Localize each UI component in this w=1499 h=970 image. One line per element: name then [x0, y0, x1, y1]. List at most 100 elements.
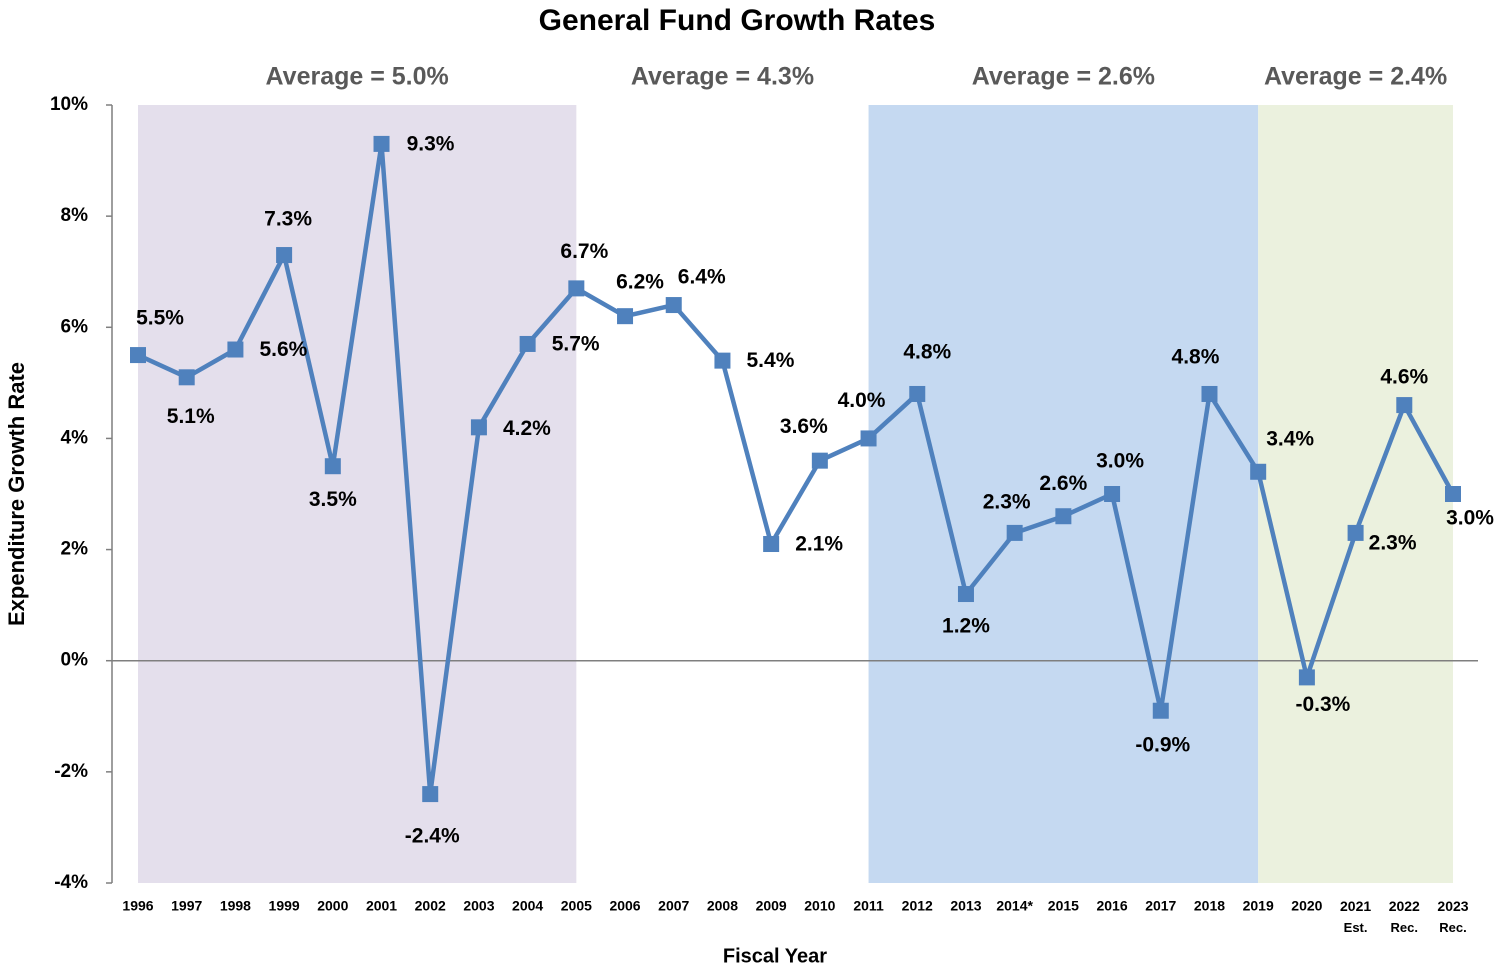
- chart-title: General Fund Growth Rates: [539, 4, 936, 37]
- data-point: [1347, 524, 1364, 541]
- data-point: [860, 430, 877, 447]
- y-axis-title: Expenditure Growth Rate: [4, 362, 29, 626]
- x-tick-label: 2006: [609, 898, 640, 914]
- data-label: 9.3%: [407, 132, 455, 155]
- data-point: [470, 419, 487, 436]
- data-point: [909, 385, 926, 402]
- x-tick-label: 2013: [950, 898, 981, 914]
- y-tick-label: -4%: [54, 872, 88, 893]
- data-label: 2.3%: [1369, 531, 1417, 554]
- data-label: 6.2%: [616, 271, 664, 294]
- data-label: -2.4%: [405, 825, 460, 848]
- x-tick-label: 2008: [707, 898, 738, 914]
- data-label: 6.7%: [560, 240, 608, 263]
- y-tick-label: 8%: [61, 205, 89, 226]
- y-tick-label: -2%: [54, 761, 88, 782]
- x-tick-label: 2009: [756, 898, 787, 914]
- region-label: Average = 2.4%: [1264, 63, 1447, 91]
- data-point: [422, 786, 439, 803]
- x-tick-label: 2010: [804, 898, 835, 914]
- x-tick-label: 2020: [1291, 898, 1322, 914]
- x-tick-label: 2003: [463, 898, 494, 914]
- x-tick-label: 2005: [561, 898, 592, 914]
- region-label: Average = 2.6%: [972, 63, 1155, 91]
- data-label: 4.2%: [503, 417, 551, 440]
- x-tick-label: 2012: [902, 898, 933, 914]
- x-tick-label: 2023 Rec.: [1437, 898, 1468, 936]
- data-label: 5.7%: [552, 333, 600, 356]
- x-tick-label: 2014*: [996, 898, 1033, 914]
- region-label: Average = 4.3%: [631, 63, 814, 91]
- data-point: [568, 280, 585, 297]
- x-tick-label: 2002: [415, 898, 446, 914]
- series-line: [137, 141, 1455, 797]
- data-label: 4.0%: [838, 389, 886, 412]
- data-label: 3.0%: [1446, 507, 1494, 530]
- data-label: 7.3%: [264, 208, 312, 231]
- data-point: [1396, 397, 1413, 414]
- x-tick-label: 2011: [853, 898, 884, 914]
- x-axis-title: Fiscal Year: [723, 945, 827, 967]
- x-tick-label: 2004: [512, 898, 543, 914]
- data-label: 4.6%: [1380, 366, 1428, 389]
- data-point: [178, 369, 195, 386]
- data-point: [1152, 702, 1169, 719]
- data-point: [227, 341, 244, 358]
- average-region: [1258, 105, 1453, 883]
- data-label: 2.1%: [795, 533, 843, 556]
- data-label: 5.1%: [167, 405, 215, 428]
- y-tick-label: 0%: [61, 650, 89, 671]
- y-tick-label: 4%: [61, 427, 89, 448]
- data-point: [1298, 669, 1315, 686]
- x-tick-label: 1996: [122, 898, 153, 914]
- x-tick-label: 1997: [171, 898, 202, 914]
- data-point: [1201, 385, 1218, 402]
- x-tick-label: 2007: [658, 898, 689, 914]
- x-tick-label: 1998: [220, 898, 251, 914]
- data-label: 2.3%: [983, 490, 1031, 513]
- region-label: Average = 5.0%: [266, 63, 449, 91]
- data-point: [763, 536, 780, 553]
- data-label: 5.4%: [747, 349, 795, 372]
- data-label: 3.6%: [780, 415, 828, 438]
- data-label: -0.3%: [1295, 693, 1350, 716]
- data-point: [714, 352, 731, 369]
- data-label: 5.6%: [259, 338, 307, 361]
- data-label: 3.0%: [1096, 450, 1144, 473]
- data-label: 4.8%: [1172, 346, 1220, 369]
- y-tick-label: 6%: [61, 316, 89, 337]
- data-label: 1.2%: [942, 615, 990, 638]
- data-label: -0.9%: [1135, 733, 1190, 756]
- data-point: [1006, 524, 1023, 541]
- data-point: [811, 452, 828, 469]
- x-tick-label: 2019: [1243, 898, 1274, 914]
- data-point: [957, 586, 974, 603]
- x-tick-label: 2001: [366, 898, 397, 914]
- data-point: [1250, 463, 1267, 480]
- data-point: [276, 247, 293, 264]
- data-point: [324, 458, 341, 475]
- data-label: 3.4%: [1266, 427, 1314, 450]
- x-tick-label: 1999: [269, 898, 300, 914]
- data-point: [373, 135, 390, 152]
- data-label: 4.8%: [903, 341, 951, 364]
- data-label: 2.6%: [1039, 472, 1087, 495]
- data-point: [1055, 508, 1072, 525]
- x-tick-label: 2021 Est.: [1340, 898, 1371, 936]
- x-tick-label: 2016: [1096, 898, 1127, 914]
- data-point: [519, 335, 536, 352]
- y-tick-label: 2%: [61, 539, 89, 560]
- x-tick-label: 2022 Rec.: [1389, 898, 1420, 936]
- x-tick-label: 2018: [1194, 898, 1225, 914]
- x-tick-label: 2015: [1048, 898, 1079, 914]
- data-label: 5.5%: [136, 307, 184, 330]
- data-label: 3.5%: [309, 488, 357, 511]
- data-point: [665, 297, 682, 314]
- data-label: 6.4%: [678, 266, 726, 289]
- data-point: [1104, 486, 1121, 502]
- data-point: [130, 347, 146, 364]
- data-point: [1445, 486, 1461, 502]
- x-tick-label: 2017: [1145, 898, 1176, 914]
- y-tick-label: 10%: [50, 94, 88, 115]
